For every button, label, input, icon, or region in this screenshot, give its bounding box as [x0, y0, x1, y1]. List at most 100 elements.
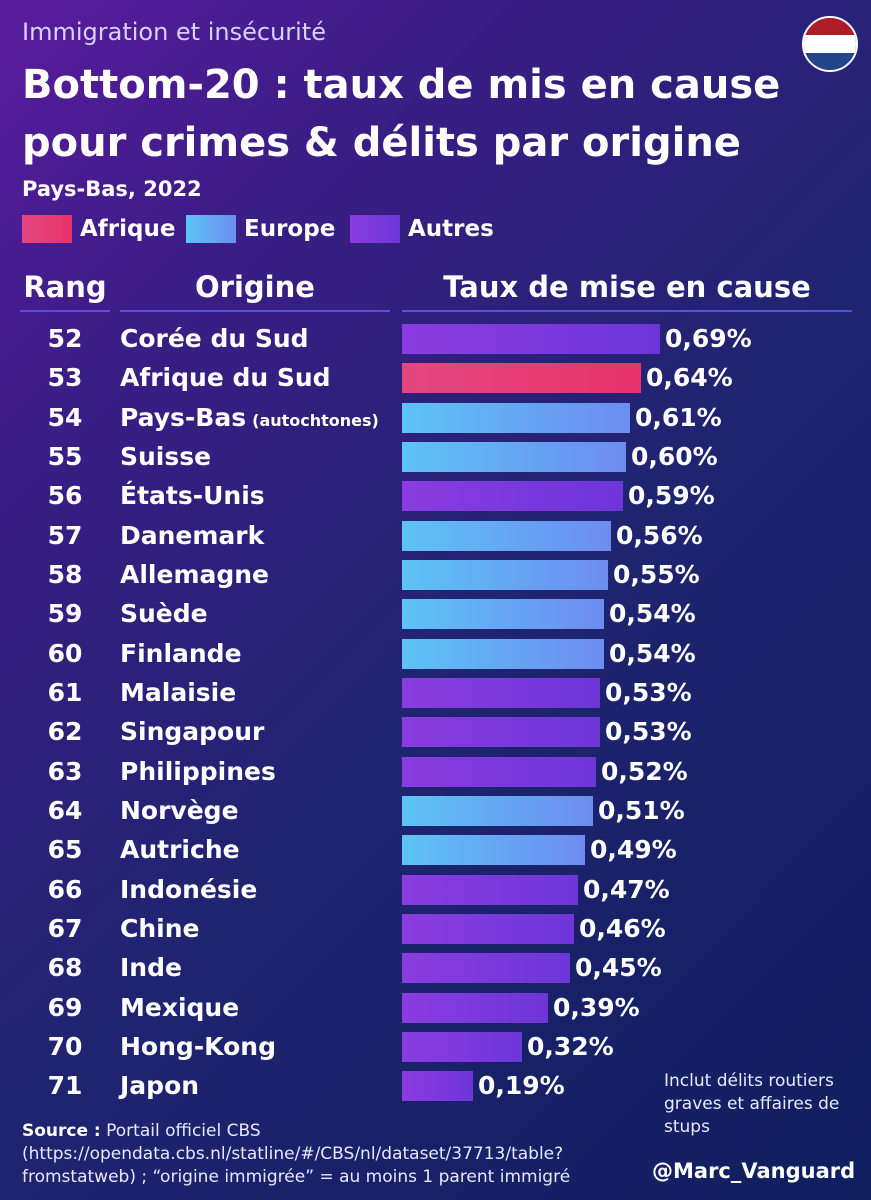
origin-name: Autriche — [120, 835, 240, 865]
legend-swatch-autres — [350, 215, 400, 243]
value-label: 0,46% — [579, 913, 666, 943]
origin-name: Afrique du Sud — [120, 363, 331, 393]
value-label: 0,55% — [613, 559, 700, 589]
chart-row: 53 Afrique du Sud 0,64% — [0, 359, 871, 398]
origin-name: Malaisie — [120, 677, 237, 707]
bar — [402, 717, 600, 748]
chart-row: 52 Corée du Sud 0,69% — [0, 320, 871, 359]
chart-row: 57 Danemark 0,56% — [0, 517, 871, 556]
chart-row: 68 Inde 0,45% — [0, 949, 871, 988]
rank-label: 65 — [47, 835, 83, 865]
chart-row: 65 Autriche 0,49% — [0, 831, 871, 870]
chart-row: 70 Hong-Kong 0,32% — [0, 1028, 871, 1067]
value-label: 0,47% — [583, 874, 670, 904]
origin-name: Finlande — [120, 638, 242, 668]
header-divider-origin — [120, 310, 390, 312]
bar — [402, 953, 570, 984]
chart-title: Bottom-20 : taux de mis en cause pour cr… — [22, 56, 822, 172]
origin-name: Philippines — [120, 756, 276, 786]
origin-label: Pays-Bas (autochtones) — [120, 403, 379, 432]
value-label: 0,52% — [601, 756, 688, 786]
rank-label: 53 — [47, 363, 83, 393]
bar — [402, 599, 604, 630]
rank-label: 71 — [47, 1071, 83, 1101]
origin-label: Corée du Sud — [120, 324, 309, 353]
value-label: 0,53% — [605, 717, 692, 747]
value-label: 0,32% — [527, 1031, 614, 1061]
legend-swatch-afrique — [22, 215, 72, 243]
chart-row: 55 Suisse 0,60% — [0, 438, 871, 477]
legend-item-autres: Autres — [350, 214, 494, 244]
bar — [402, 324, 660, 354]
chart-title-line-1: Bottom-20 : taux de mis en cause — [22, 62, 781, 108]
bar — [402, 992, 548, 1023]
chart-row: 60 Finlande 0,54% — [0, 635, 871, 674]
column-header-origin: Origine — [195, 270, 315, 304]
origin-label: Mexique — [120, 993, 239, 1022]
origin-name: Hong-Kong — [120, 1031, 276, 1061]
origin-name: Singapour — [120, 717, 265, 747]
origin-label: Autriche — [120, 835, 240, 864]
origin-name: Indonésie — [120, 874, 258, 904]
origin-label: Singapour — [120, 717, 264, 746]
rank-label: 68 — [47, 953, 83, 983]
footnote: Inclut délits routiers graves et affaire… — [664, 1071, 840, 1137]
chart-row: 63 Philippines 0,52% — [0, 753, 871, 792]
bar — [402, 363, 641, 394]
rank-label: 64 — [47, 795, 83, 825]
rank-label: 62 — [47, 717, 83, 747]
bar — [402, 835, 585, 866]
bar — [402, 1071, 473, 1102]
value-label: 0,56% — [616, 520, 703, 550]
bar — [402, 756, 596, 787]
origin-label: Finlande — [120, 639, 242, 668]
chart-row: 54 Pays-Bas (autochtones) 0,61% — [0, 399, 871, 438]
value-label: 0,64% — [646, 363, 733, 393]
origin-label: Hong-Kong — [120, 1032, 276, 1061]
rank-label: 59 — [47, 599, 83, 629]
chart-row: 58 Allemagne 0,55% — [0, 556, 871, 595]
value-label: 0,69% — [665, 324, 752, 353]
rank-label: 70 — [47, 1031, 83, 1061]
rank-label: 63 — [47, 756, 83, 786]
flag-stripe-red — [804, 18, 856, 36]
flag-stripe-white — [804, 35, 856, 53]
origin-label: Indonésie — [120, 875, 257, 904]
value-label: 0,59% — [628, 481, 715, 511]
origin-note: (autochtones) — [252, 410, 379, 430]
origin-label: Japon — [120, 1071, 199, 1100]
netherlands-flag-icon — [802, 16, 858, 72]
origin-label: Philippines — [120, 757, 276, 786]
source-text: Source : Portail officiel CBS (https://o… — [22, 1120, 622, 1189]
origin-name: Norvège — [120, 795, 239, 825]
legend-item-afrique: Afrique — [22, 214, 175, 244]
chart-row: 67 Chine 0,46% — [0, 910, 871, 949]
chart-subtitle: Pays-Bas, 2022 — [22, 177, 202, 201]
legend-label-europe: Europe — [244, 216, 336, 242]
rank-label: 66 — [47, 874, 83, 904]
origin-label: Danemark — [120, 521, 264, 550]
header-divider-rate — [402, 310, 852, 312]
legend-swatch-europe — [186, 215, 236, 243]
origin-label: Suède — [120, 599, 208, 628]
rank-label: 61 — [47, 677, 83, 707]
bar — [402, 795, 593, 826]
origin-label: Suisse — [120, 442, 211, 471]
bar — [402, 559, 608, 590]
value-label: 0,54% — [609, 599, 696, 629]
value-label: 0,53% — [605, 677, 692, 707]
rank-label: 54 — [47, 402, 83, 432]
bar — [402, 520, 611, 551]
kicker: Immigration et insécurité — [22, 18, 326, 46]
rank-label: 52 — [47, 324, 83, 353]
author-handle: @Marc_Vanguard — [652, 1159, 856, 1183]
origin-label: Inde — [120, 953, 182, 982]
origin-label: États-Unis — [120, 481, 265, 510]
header-divider-rank — [20, 310, 110, 312]
chart-row: 56 États-Unis 0,59% — [0, 477, 871, 516]
value-label: 0,49% — [590, 835, 677, 865]
origin-name: Suède — [120, 599, 208, 629]
origin-name: Allemagne — [120, 559, 270, 589]
origin-name: Chine — [120, 913, 200, 943]
rank-label: 55 — [47, 441, 83, 471]
